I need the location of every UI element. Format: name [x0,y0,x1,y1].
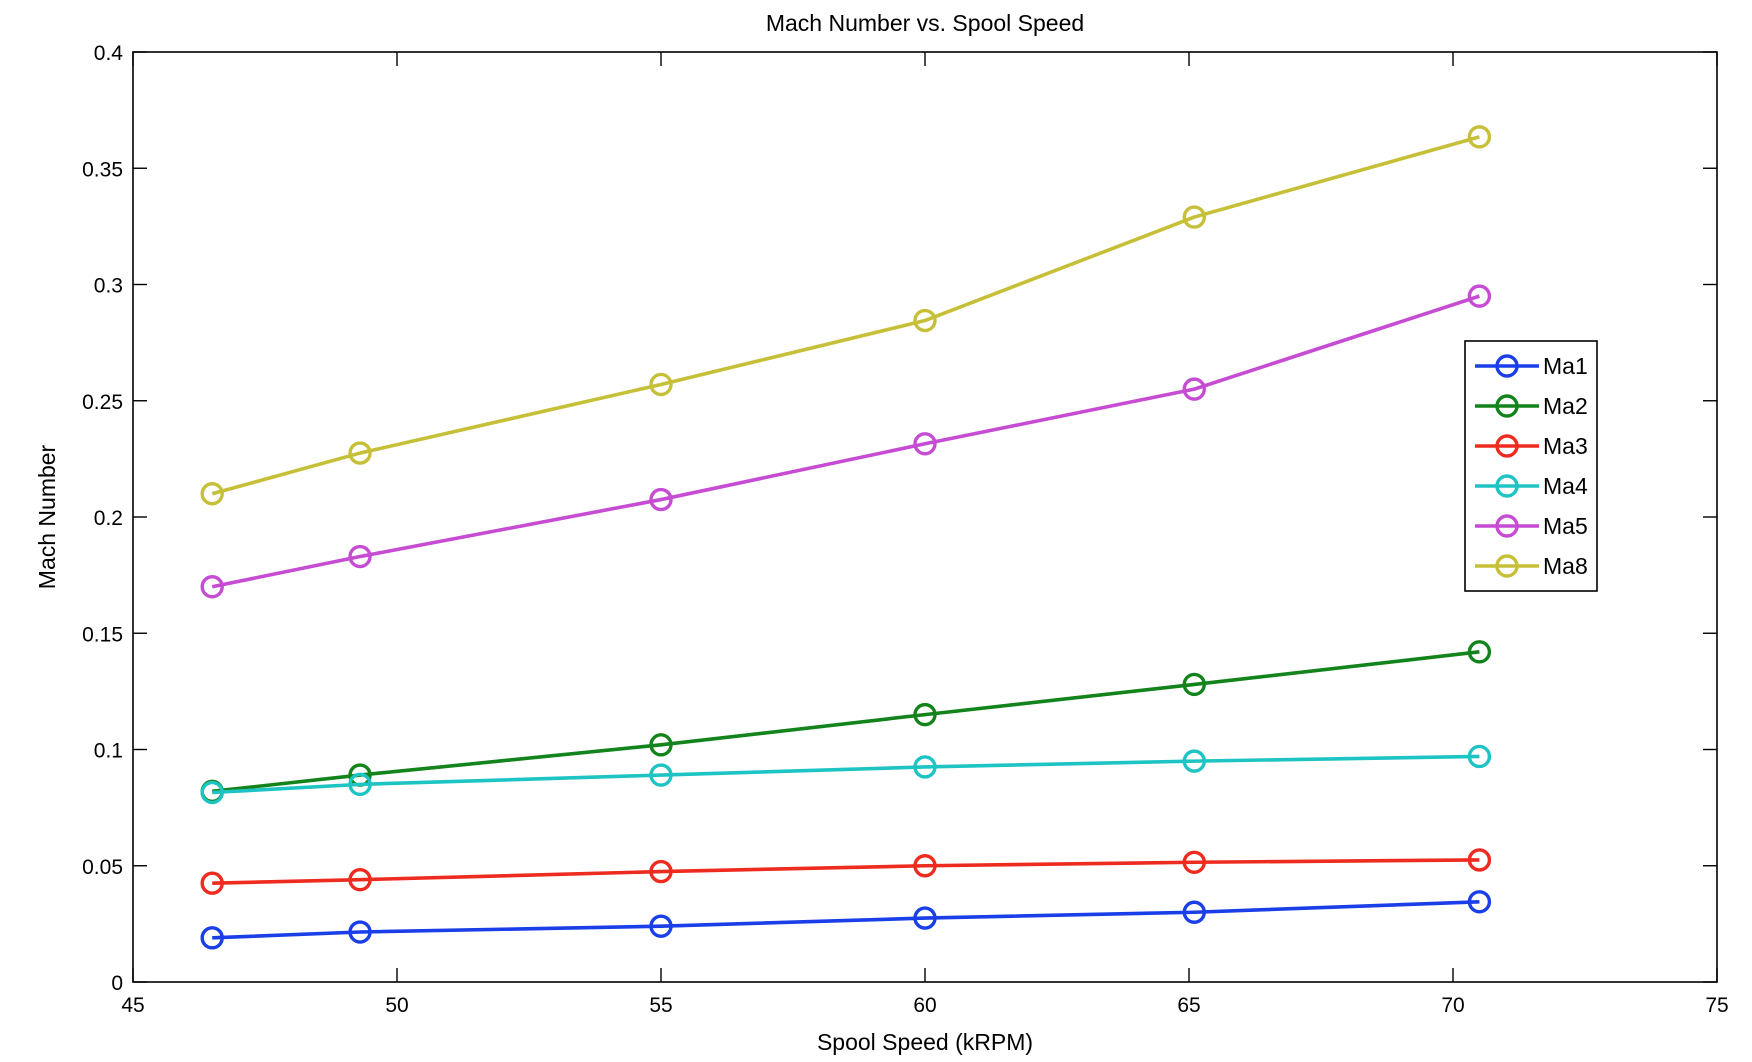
data-point [348,772,372,797]
legend-item-ma3: Ma3 [1475,433,1588,459]
y-axis-label: Mach Number [34,444,60,589]
data-point [200,575,224,599]
axis-ticks [132,51,1718,983]
legend-label: Ma8 [1543,553,1588,579]
legend-item-ma4: Ma4 [1475,473,1588,499]
legend-swatch-marker [1495,394,1519,418]
plot-area [133,52,1717,982]
legend-item-ma5: Ma5 [1475,513,1588,539]
y-tick-label: 0.4 [94,42,124,65]
y-tick-label: 0.05 [82,856,123,879]
data-point [913,308,937,333]
legend-swatch-marker [1495,554,1519,578]
data-point [1467,284,1492,308]
data-point [913,702,937,727]
legend-swatch-marker [1495,434,1519,458]
data-point [200,482,224,506]
data-point [1182,749,1206,773]
series-line [212,858,1480,885]
data-point [348,544,372,569]
series-line [211,294,1480,589]
data-point [1182,850,1206,874]
data-point [1467,890,1492,914]
data-point [1467,125,1492,149]
data-point [649,487,673,512]
data-point [1182,205,1206,229]
y-tick-label: 0 [111,972,123,995]
legend-item-ma2: Ma2 [1475,393,1588,419]
data-point [1467,640,1492,664]
legend-item-ma1: Ma1 [1475,353,1588,379]
x-tick-label: 45 [121,994,144,1017]
series-ma3 [200,848,1492,895]
legend-swatch-marker [1495,474,1519,498]
series-layer [200,125,1492,950]
data-point [200,871,224,895]
data-point [348,868,372,892]
series-ma8 [200,125,1492,506]
y-tick-label: 0.1 [94,740,123,763]
legend-box [1464,340,1598,592]
data-point [1467,848,1492,872]
series-ma1 [200,890,1492,950]
y-tick-label: 0.15 [82,623,123,646]
legend-swatch-marker [1495,514,1519,538]
series-ma4 [200,744,1492,805]
legend-label: Ma3 [1543,433,1588,459]
data-point [200,780,224,805]
y-tick-label: 0.3 [94,275,123,298]
series-line [211,135,1480,496]
data-point [348,441,372,465]
legend-label: Ma2 [1543,393,1588,419]
series-ma5 [200,284,1492,599]
y-tick-label: 0.35 [82,158,123,181]
x-tick-label: 55 [649,994,672,1017]
x-tick-label: 50 [385,994,408,1017]
data-point [913,755,937,779]
data-point [913,854,937,878]
data-point [1467,744,1492,769]
axis-tick-labels: 45 50 55 60 65 70 75 0 0.05 0.1 0.15 0.2 0.25 0.3 0.35… [82,42,1729,1017]
series-line [212,899,1480,940]
data-point [649,914,673,938]
data-point [1182,377,1206,401]
data-point [1182,900,1206,924]
data-point [913,432,937,456]
data-point [1182,672,1206,697]
legend-label: Ma4 [1543,473,1588,499]
legend: Ma1 Ma2 Ma3 Ma4 Ma5 Ma8 [1464,340,1598,592]
legend-item-ma8: Ma8 [1475,553,1588,579]
data-point [649,859,673,884]
y-tick-label: 0.25 [82,391,123,414]
series-line [212,650,1480,794]
x-tick-label: 70 [1441,994,1464,1017]
data-point [649,372,673,397]
x-tick-label: 60 [913,994,936,1017]
data-point [200,926,224,950]
legend-label: Ma5 [1543,513,1588,539]
legend-swatch-marker [1495,354,1519,378]
data-point [649,763,673,787]
series-line [212,754,1480,795]
data-point [649,733,673,757]
x-tick-label: 75 [1705,994,1728,1017]
chart-title: Mach Number vs. Spool Speed [766,10,1084,36]
x-tick-label: 65 [1177,994,1200,1017]
data-point [348,920,372,944]
data-point [913,906,937,930]
y-tick-label: 0.2 [94,507,123,530]
x-axis-label: Spool Speed (kRPM) [817,1029,1033,1055]
legend-label: Ma1 [1543,353,1588,379]
